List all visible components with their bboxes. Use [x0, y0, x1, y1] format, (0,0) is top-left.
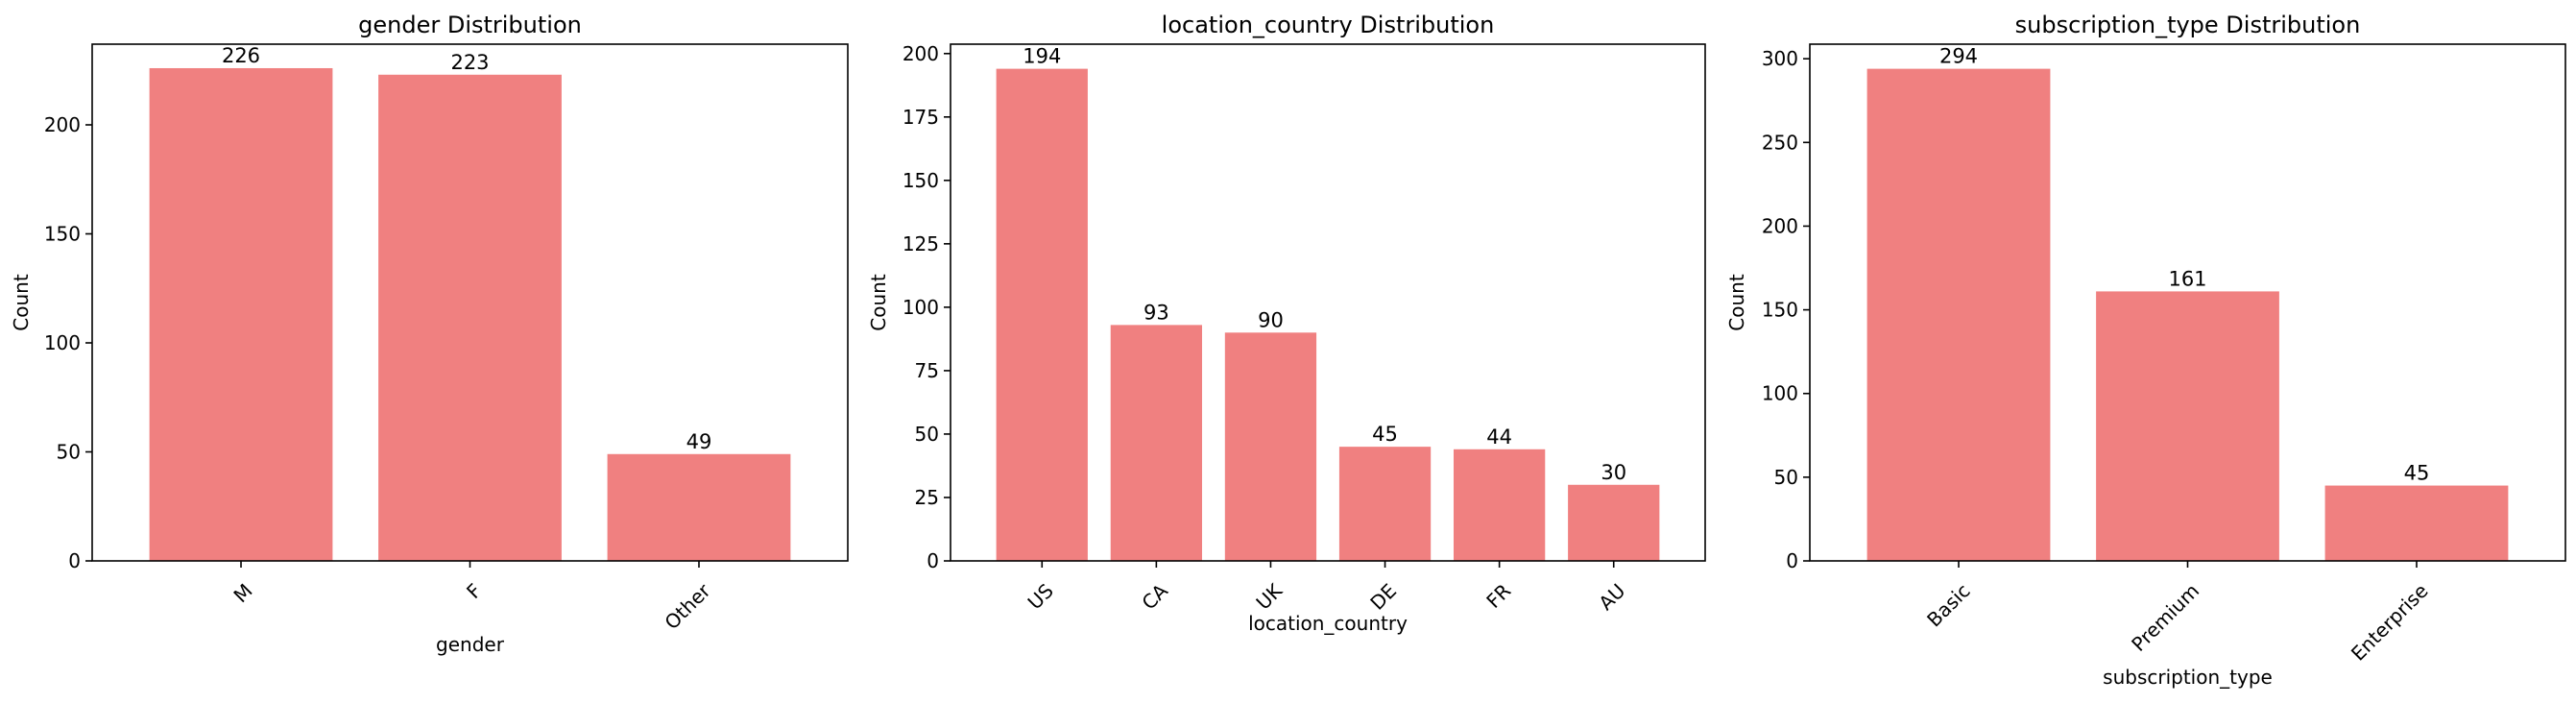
bar-uk: [1224, 332, 1317, 561]
y-axis-label: Count: [10, 274, 33, 331]
y-tick-label: 200: [44, 113, 81, 136]
y-tick-label: 0: [68, 549, 81, 572]
subscription-type-chart-panel: subscription_type Distribution Count sub…: [1725, 12, 2566, 689]
y-tick-label: 200: [903, 42, 939, 65]
bar-value-label: 90: [1258, 308, 1284, 331]
y-tick-label: 0: [927, 549, 939, 572]
chart-title: subscription_type Distribution: [2015, 12, 2361, 38]
bar-enterprise: [2324, 485, 2509, 561]
x-axis-label: subscription_type: [2103, 666, 2273, 689]
bar-premium: [2096, 291, 2279, 561]
y-tick-label: 175: [903, 106, 939, 129]
bar-value-label: 45: [2404, 462, 2430, 485]
bar-m: [149, 67, 333, 562]
gender-chart-panel: gender Distribution Count gender 226 223 4…: [10, 12, 849, 656]
bar-value-label: 223: [450, 51, 489, 74]
y-tick-label: 125: [903, 232, 939, 255]
bar-au: [1568, 484, 1660, 561]
bar-f: [378, 74, 562, 562]
bar-basic: [1866, 68, 2051, 562]
y-tick-label: 25: [915, 486, 939, 509]
bar-de: [1338, 447, 1432, 561]
y-tick-label: 100: [903, 296, 939, 319]
y-tick-label: 150: [1762, 299, 1798, 322]
bar-value-label: 93: [1144, 301, 1169, 324]
y-tick-label: 200: [1762, 214, 1798, 237]
bar-other: [607, 453, 791, 561]
y-tick-label: 0: [1786, 549, 1798, 572]
chart-title: location_country Distribution: [1162, 12, 1495, 38]
x-axis-label: gender: [436, 633, 505, 656]
y-tick-label: 100: [44, 331, 81, 354]
y-tick-label: 100: [1762, 382, 1798, 405]
bar-value-label: 294: [1939, 45, 1978, 68]
bar-value-label: 44: [1486, 425, 1512, 449]
y-tick-label: 50: [915, 423, 939, 446]
bar-ca: [1110, 325, 1202, 561]
y-tick-label: 50: [1774, 466, 1798, 489]
location-country-chart-panel: location_country Distribution Count loca…: [867, 12, 1706, 635]
axes-frame: [950, 43, 1706, 562]
x-axis-label: location_country: [1248, 612, 1408, 635]
bar-value-label: 45: [1372, 423, 1398, 446]
bar-value-label: 226: [222, 44, 260, 67]
bar-fr: [1454, 449, 1546, 561]
y-tick-label: 300: [1762, 47, 1798, 70]
y-tick-label: 150: [903, 169, 939, 192]
bar-value-label: 49: [686, 430, 712, 453]
y-tick-label: 150: [44, 222, 81, 245]
bar-value-label: 161: [2168, 267, 2206, 290]
y-axis-label: Count: [1725, 274, 1748, 331]
bar-value-label: 194: [1023, 45, 1061, 68]
bar-value-label: 30: [1601, 461, 1626, 484]
bar-us: [996, 68, 1088, 562]
y-tick-label: 75: [915, 359, 939, 382]
y-axis-label: Count: [867, 274, 890, 331]
chart-title: gender Distribution: [358, 12, 582, 38]
y-tick-label: 250: [1762, 131, 1798, 154]
y-tick-label: 50: [57, 440, 81, 463]
